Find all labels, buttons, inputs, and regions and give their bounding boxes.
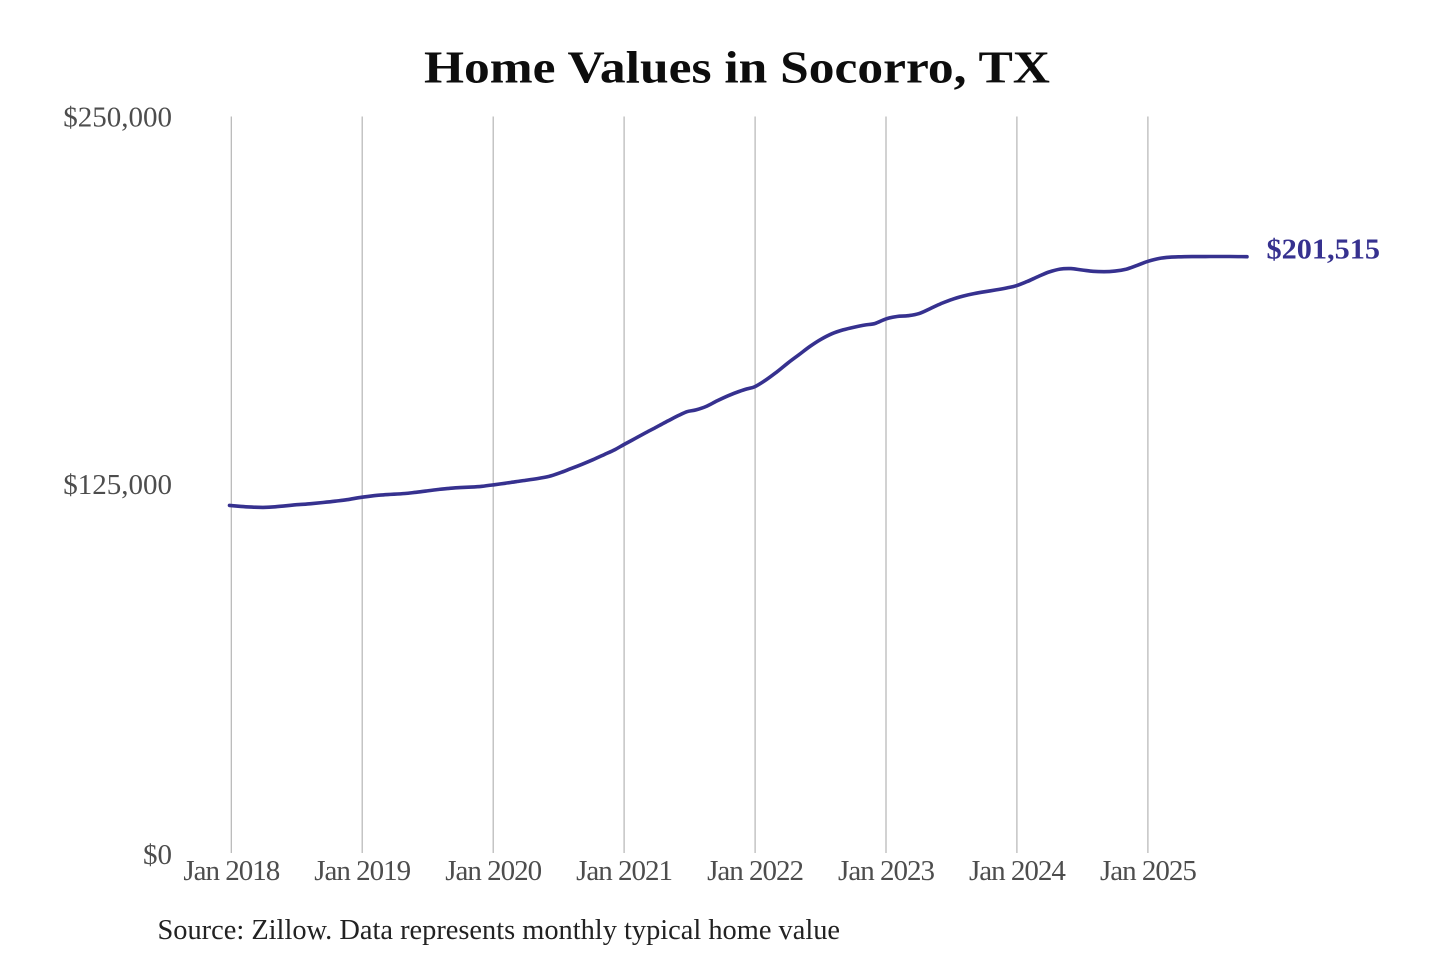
svg-text:Jan 2024: Jan 2024 [969,855,1066,887]
svg-text:Jan 2025: Jan 2025 [1100,855,1196,887]
svg-text:Home Values in Socorro, TX: Home Values in Socorro, TX [424,42,1050,93]
svg-text:Source: Zillow. Data represent: Source: Zillow. Data represents monthly … [158,915,841,946]
svg-text:$125,000: $125,000 [63,469,172,501]
svg-text:Jan 2019: Jan 2019 [314,855,410,887]
svg-text:Jan 2021: Jan 2021 [576,855,672,887]
svg-text:$250,000: $250,000 [63,102,172,134]
svg-text:Jan 2018: Jan 2018 [183,855,279,887]
svg-text:Jan 2022: Jan 2022 [707,855,803,887]
svg-text:$201,515: $201,515 [1267,235,1381,266]
svg-text:Jan 2020: Jan 2020 [445,855,541,887]
svg-text:$0: $0 [143,839,172,871]
svg-text:Jan 2023: Jan 2023 [838,855,934,887]
